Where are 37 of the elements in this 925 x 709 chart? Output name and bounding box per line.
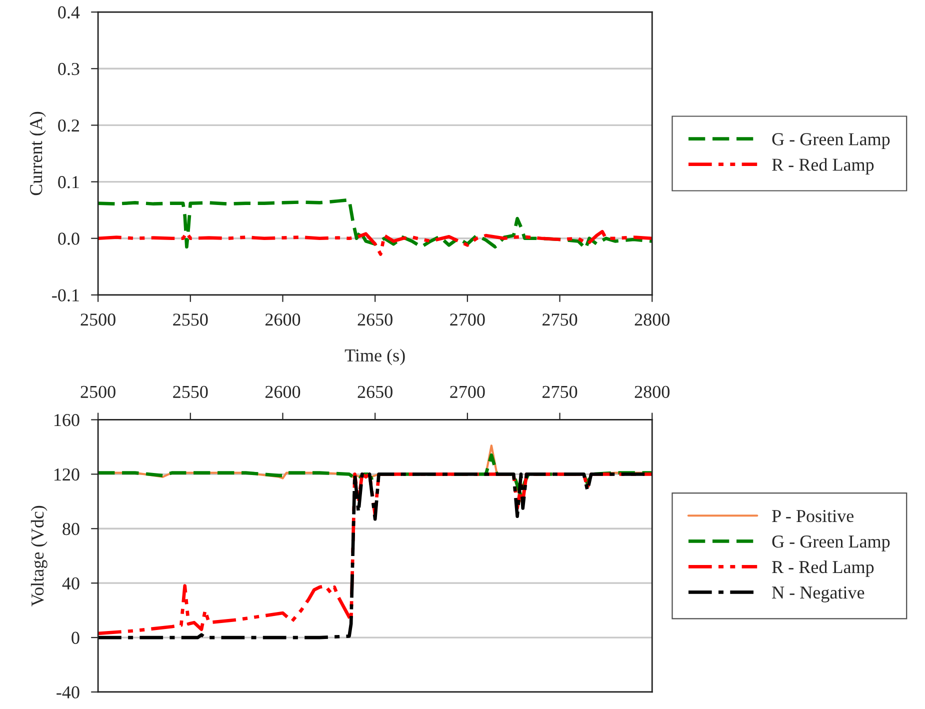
y-tick-label: 160 xyxy=(54,414,80,426)
x-tick-label: 2700 xyxy=(450,314,485,326)
legend-label: N - Negative xyxy=(772,586,864,602)
x-tick-label: 2750 xyxy=(542,386,578,398)
legend-label: R - Red Lamp xyxy=(772,158,874,174)
legend-label: P - Positive xyxy=(772,510,854,522)
y-tick-label: 0.3 xyxy=(58,62,80,76)
y-axis-title: Voltage (Vdc) xyxy=(30,506,48,606)
x-tick-label: 2600 xyxy=(265,386,300,398)
y-tick-label: 0.0 xyxy=(58,232,80,245)
legend-label: G - Green Lamp xyxy=(772,133,890,149)
legend-label: R - Red Lamp xyxy=(772,560,874,577)
y-tick-label: 0.4 xyxy=(58,6,80,19)
legend-label: G - Green Lamp xyxy=(772,536,890,552)
y-tick-label: 120 xyxy=(54,468,80,481)
x-tick-label: 2650 xyxy=(358,386,392,398)
y-tick-label: 80 xyxy=(62,522,80,536)
x-axis-title: Time (s) xyxy=(344,348,405,366)
x-tick-label: 2500 xyxy=(80,314,116,326)
x-tick-label: 2550 xyxy=(173,386,208,398)
y-tick-label: 0.1 xyxy=(58,176,79,188)
y-tick-label: -40 xyxy=(56,686,80,698)
y-tick-label: 0.2 xyxy=(58,119,79,132)
x-tick-label: 2650 xyxy=(358,314,392,326)
x-tick-label: 2750 xyxy=(542,314,578,326)
x-tick-label: 2800 xyxy=(634,314,670,326)
line-series xyxy=(98,198,652,250)
y-tick-label: 0 xyxy=(72,632,80,644)
y-tick-label: 40 xyxy=(62,577,80,590)
x-tick-label: 2800 xyxy=(634,386,670,398)
x-tick-label: 2600 xyxy=(265,314,300,326)
line-series xyxy=(98,230,652,256)
x-tick-label: 2550 xyxy=(173,314,208,326)
x-tick-label: 2700 xyxy=(450,386,485,398)
x-tick-label: 2500 xyxy=(80,386,116,398)
y-axis-title: Current (A) xyxy=(29,112,46,196)
y-tick-label: -0.1 xyxy=(52,289,79,302)
